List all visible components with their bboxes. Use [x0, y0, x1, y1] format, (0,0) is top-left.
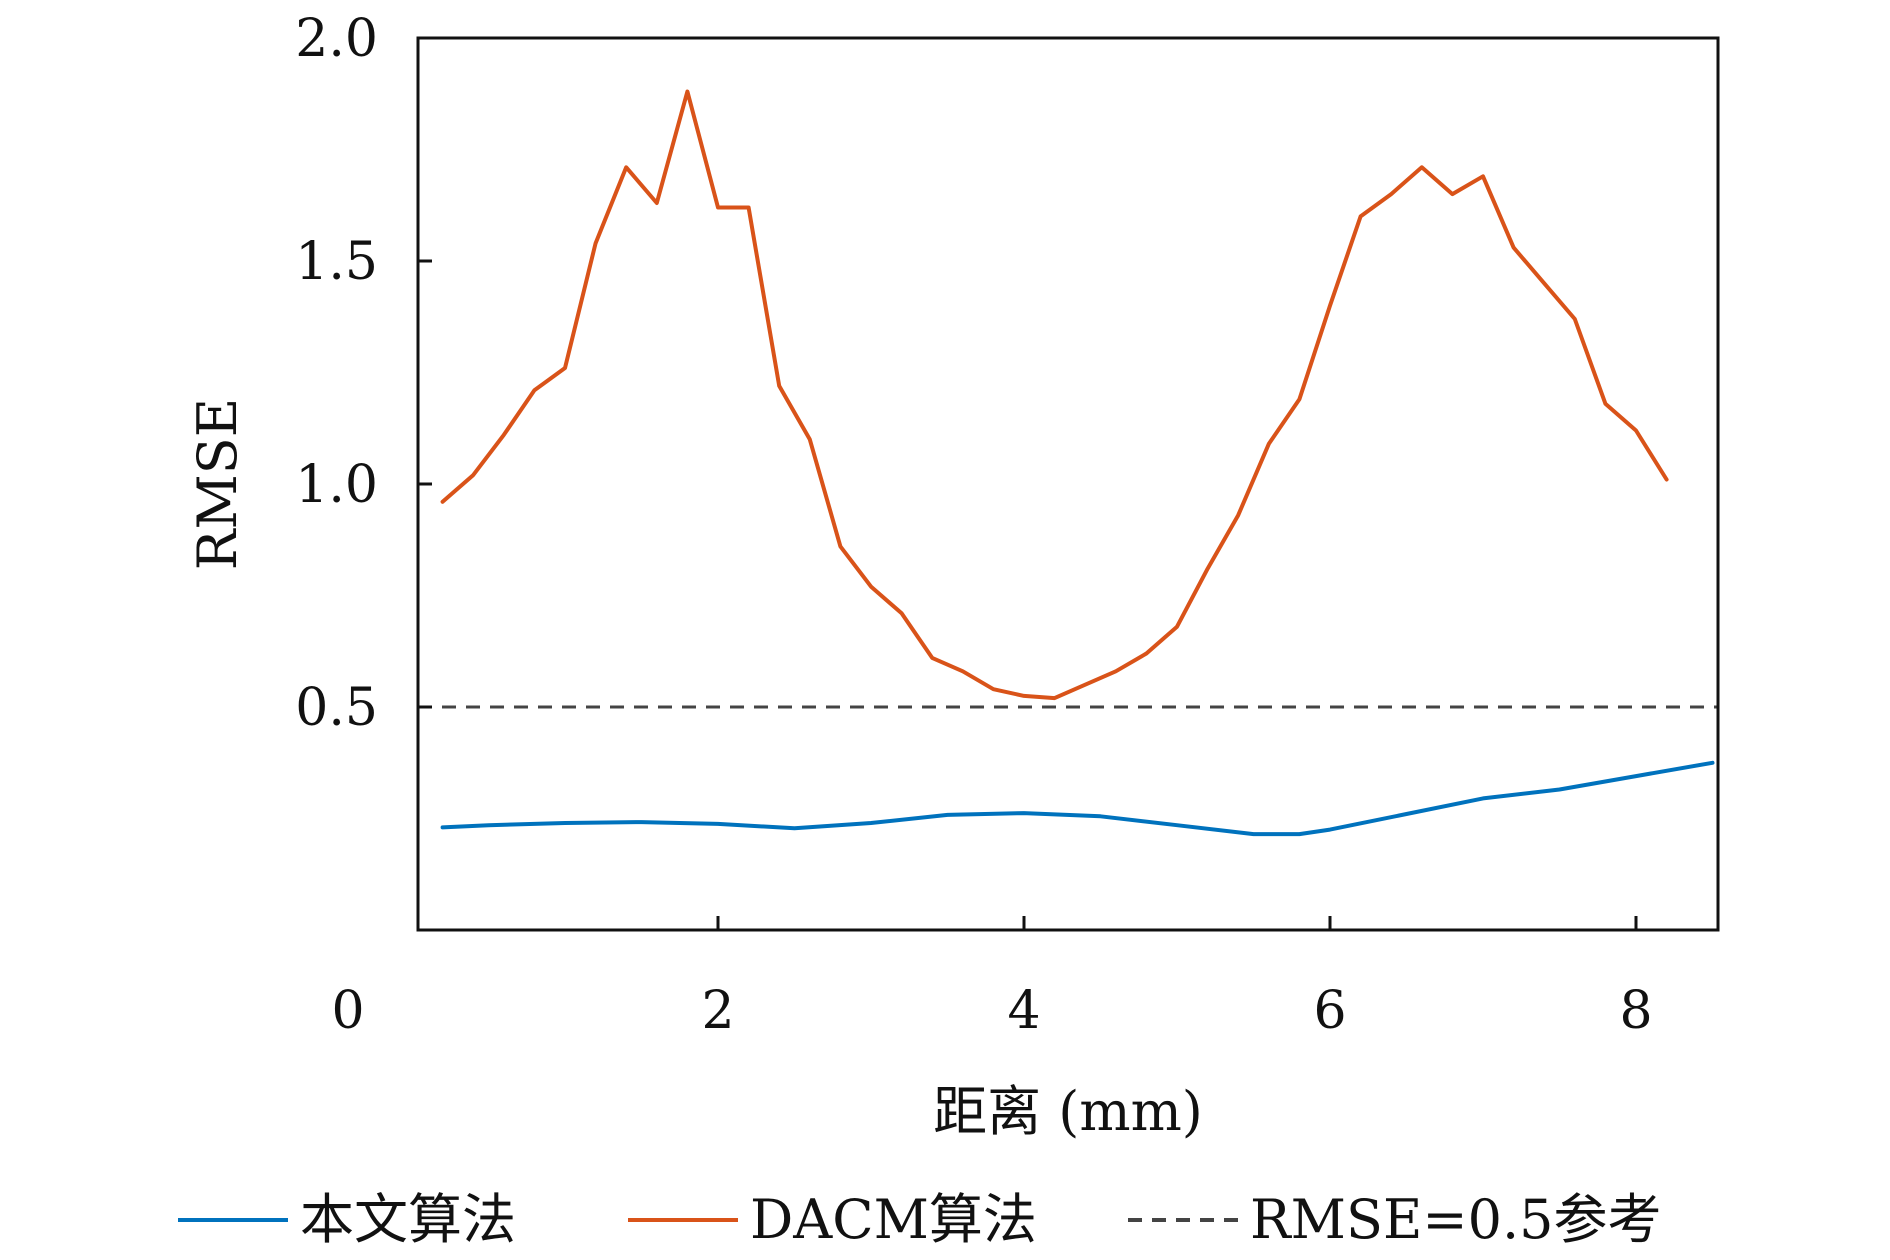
y-axis-label: RMSE [186, 398, 249, 570]
x-tick-label: 0 [331, 981, 364, 1041]
legend-label-0: 本文算法 [300, 1188, 516, 1251]
x-tick-label: 2 [701, 981, 734, 1041]
series-line-0 [440, 760, 1715, 837]
legend-label-2: RMSE=0.5参考 [1250, 1188, 1662, 1251]
x-tick-label: 6 [1313, 981, 1346, 1041]
axes-layer [416, 36, 1720, 932]
series-layer [418, 89, 1718, 837]
x-tick-label: 8 [1619, 981, 1652, 1041]
legend: 本文算法 DACM算法 RMSE=0.5参考 [178, 1188, 1662, 1251]
y-tick-label: 2.0 [295, 9, 378, 69]
series-line-1 [440, 89, 1669, 701]
plot-frame [416, 36, 1720, 932]
legend-label-1: DACM算法 [750, 1188, 1037, 1251]
labels-layer: 0.5 1.0 1.5 2.0 0 2 4 6 8 距离 (mm) RMSE [186, 9, 1653, 1143]
y-tick-label: 1.0 [295, 455, 378, 515]
y-tick-label: 1.5 [295, 232, 378, 292]
y-tick-label: 0.5 [295, 678, 378, 738]
x-tick-label: 4 [1007, 981, 1040, 1041]
x-axis-label: 距离 (mm) [933, 1080, 1203, 1143]
